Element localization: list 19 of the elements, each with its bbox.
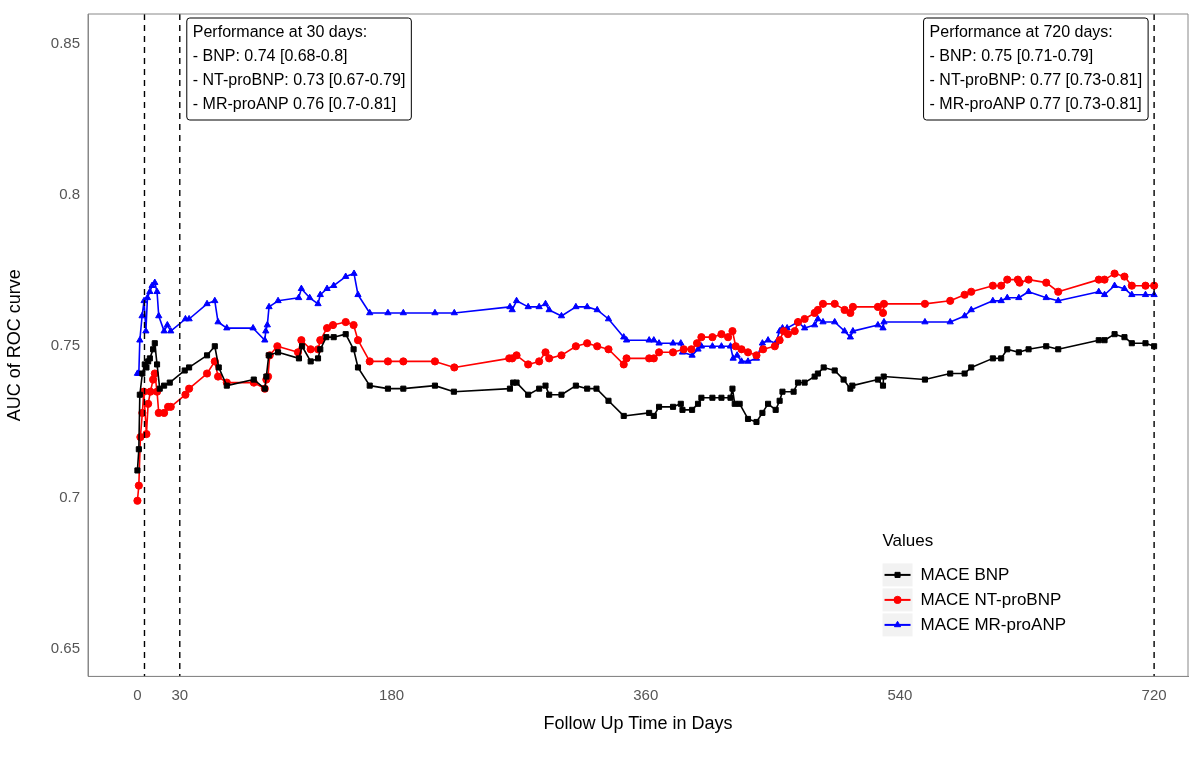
- x-tick-label: 720: [1141, 685, 1167, 703]
- x-tick-label: 540: [887, 685, 913, 703]
- y-tick-label: 0.65: [50, 639, 80, 657]
- annotation: Performance at 30 days: - BNP: 0.74 [0.68-0.8] - NT-proBNP: 0.73 [0.67-0.79] - MR-proANP 0.76 [0.7-0.81]: [192, 23, 406, 113]
- legend-label: MACE BNP: [920, 565, 1010, 585]
- y-tick-label: 0.8: [59, 184, 80, 202]
- legend-label: MACE MR-proANP: [920, 615, 1067, 635]
- y-tick-label: 0.75: [50, 336, 80, 354]
- x-axis-title: Follow Up Time in Days: [543, 713, 733, 734]
- x-tick-label: 360: [633, 685, 659, 703]
- x-tick-label: 30: [171, 685, 189, 703]
- y-tick-label: 0.85: [50, 33, 80, 51]
- x-tick-label: 0: [133, 685, 142, 703]
- y-axis-title: AUC of ROC curve: [3, 269, 24, 422]
- x-tick-label: 180: [379, 685, 405, 703]
- legend-label: MACE NT-proBNP: [920, 590, 1062, 610]
- y-tick-label: 0.7: [59, 487, 80, 505]
- legend-title: Values: [882, 531, 934, 551]
- annotation: Performance at 720 days: - BNP: 0.75 [0.71-0.79] - NT-proBNP: 0.77 [0.73-0.81] - MR-proANP 0.77 [0.73-0.81]: [929, 23, 1143, 113]
